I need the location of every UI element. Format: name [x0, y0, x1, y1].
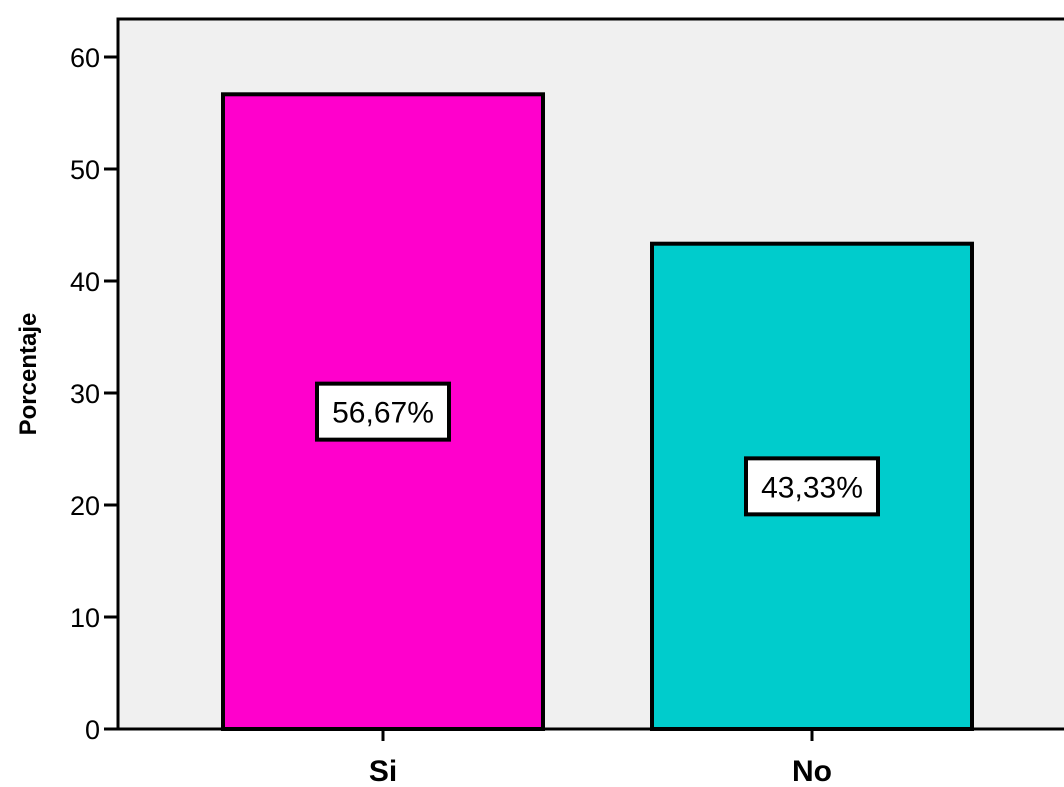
y-tick-label: 40 — [70, 267, 100, 297]
data-label-box — [315, 381, 451, 442]
data-label: 56,67% — [332, 397, 434, 430]
y-tick-label: 30 — [70, 379, 100, 409]
x-category-label: Si — [369, 755, 397, 787]
bars-group: 56,67% 43,33% — [221, 92, 974, 731]
y-tick-label: 10 — [70, 603, 100, 633]
y-tick-label: 0 — [85, 715, 100, 745]
data-label-box — [744, 456, 880, 517]
y-tick-label: 50 — [70, 155, 100, 185]
x-category-label: No — [792, 755, 832, 787]
y-axis-title: Porcentaje — [15, 313, 42, 436]
y-axis: 0 10 20 30 40 50 60 — [70, 43, 118, 745]
y-tick-label: 20 — [70, 491, 100, 521]
data-label: 43,33% — [761, 471, 863, 504]
y-tick-label: 60 — [70, 43, 100, 73]
x-axis: Si No — [369, 729, 832, 787]
